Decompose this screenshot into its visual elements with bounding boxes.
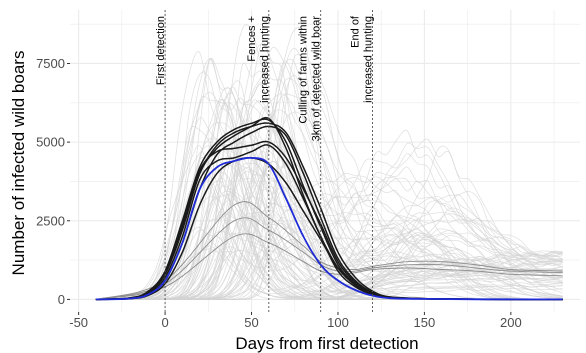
y-tick-label: 2500 bbox=[36, 213, 65, 228]
y-tick-label: 5000 bbox=[36, 135, 65, 150]
x-tick-label: 50 bbox=[244, 315, 258, 330]
x-tick-label: 150 bbox=[414, 315, 436, 330]
intervention-label: First detection bbox=[155, 16, 167, 85]
intervention-label: Fences + bbox=[246, 16, 258, 62]
background-run-line bbox=[95, 51, 563, 300]
background-run-line bbox=[95, 91, 563, 300]
background-run-line bbox=[95, 250, 563, 300]
background-run-line bbox=[95, 165, 563, 300]
y-tick-label: 0 bbox=[58, 292, 65, 307]
highlighted-run-line bbox=[95, 122, 563, 301]
intervention-label: increased hunting bbox=[363, 16, 375, 103]
x-axis-title: Days from first detection bbox=[235, 334, 418, 353]
intervention-label: 3km of detected wild boar bbox=[311, 16, 323, 142]
intervention-label: End of bbox=[350, 15, 362, 48]
x-tick-label: 100 bbox=[327, 315, 349, 330]
background-run-line bbox=[95, 164, 563, 300]
background-run-line bbox=[95, 142, 563, 300]
intervention-label: increased hunting bbox=[259, 16, 271, 103]
x-axis-ticks: -50 0 50 100 150 200 bbox=[69, 312, 522, 330]
y-tick-label: 7500 bbox=[36, 56, 65, 71]
background-run-line bbox=[95, 137, 563, 300]
y-axis-ticks: 0 2500 5000 7500 bbox=[36, 56, 70, 307]
x-tick-label: -50 bbox=[69, 315, 88, 330]
x-tick-label: 0 bbox=[161, 315, 168, 330]
x-tick-label: 200 bbox=[500, 315, 522, 330]
background-run-line bbox=[95, 97, 563, 300]
median-simulation-run bbox=[95, 156, 563, 301]
grid-lines bbox=[70, 10, 580, 312]
intervention-annotations: First detection Fences + increased hunting… bbox=[155, 15, 374, 141]
median-run-line bbox=[95, 156, 563, 301]
y-axis-title: Number of infected wild boars bbox=[9, 51, 28, 276]
intervention-label: Culling of farms within bbox=[298, 16, 310, 124]
